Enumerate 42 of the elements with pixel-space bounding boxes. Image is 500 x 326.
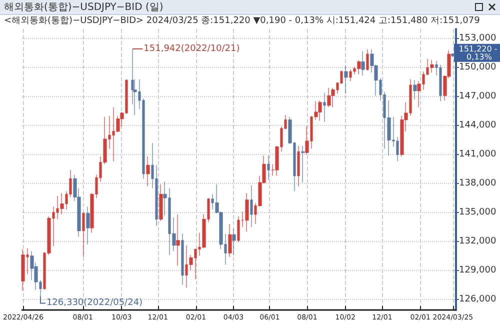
- y-tick-label: 147,000: [459, 92, 496, 102]
- candlestick: [451, 53, 455, 58]
- candlestick: [301, 146, 305, 183]
- candlestick: [146, 156, 150, 187]
- annotation: 126,330(2022/05/24): [46, 298, 143, 308]
- y-tick-label: 138,000: [459, 178, 496, 188]
- candlestick: [430, 60, 434, 73]
- candlestick: [159, 184, 163, 222]
- candlestick: [82, 212, 85, 258]
- candlestick: [413, 80, 417, 100]
- candlestick: [327, 88, 331, 108]
- y-tick-label: 129,000: [459, 265, 496, 276]
- candlestick: [245, 192, 249, 232]
- candlestick: [86, 206, 90, 245]
- y-tick-label: 141,000: [459, 150, 496, 160]
- y-tick-label: 153,000: [459, 34, 496, 44]
- annotation: 151,942(2022/10/21): [144, 44, 240, 54]
- y-tick-label: 135,000: [459, 207, 496, 218]
- candlestick: [267, 155, 270, 180]
- y-tick-label: 132,000: [459, 236, 496, 246]
- y-tick-label: 150,000: [459, 62, 496, 73]
- candlestick: [361, 50, 365, 76]
- y-tick-label: 126,000: [459, 294, 496, 304]
- y-tick-label: 144,000: [459, 120, 496, 131]
- candlestick: [349, 69, 352, 82]
- candlestick: [366, 48, 369, 71]
- candlestick: [228, 224, 232, 258]
- candlestick: [318, 100, 322, 122]
- candlestick: [439, 64, 442, 102]
- candlestick: [250, 185, 253, 228]
- candlestick: [176, 214, 180, 266]
- chart-subtitle: <해외통화(통합)−USDJPY−BID> 2024/03/25 종:151,220 ▼0,190 - 0,13% 시:151,424 고:151,480 저:151,079: [3, 15, 481, 27]
- candlestick: [60, 192, 64, 215]
- candlestick: [297, 146, 300, 187]
- annotation: 151,220 - 0,13%: [458, 44, 498, 62]
- candlestick: [181, 233, 184, 286]
- chart-title: 해외통화(통합)−USDJPY−BID (일): [4, 1, 164, 14]
- candlestick: [232, 228, 236, 256]
- candlestick: [357, 60, 361, 75]
- candlestick: [323, 92, 326, 122]
- candlestick: [21, 248, 25, 291]
- candlestick: [344, 65, 348, 94]
